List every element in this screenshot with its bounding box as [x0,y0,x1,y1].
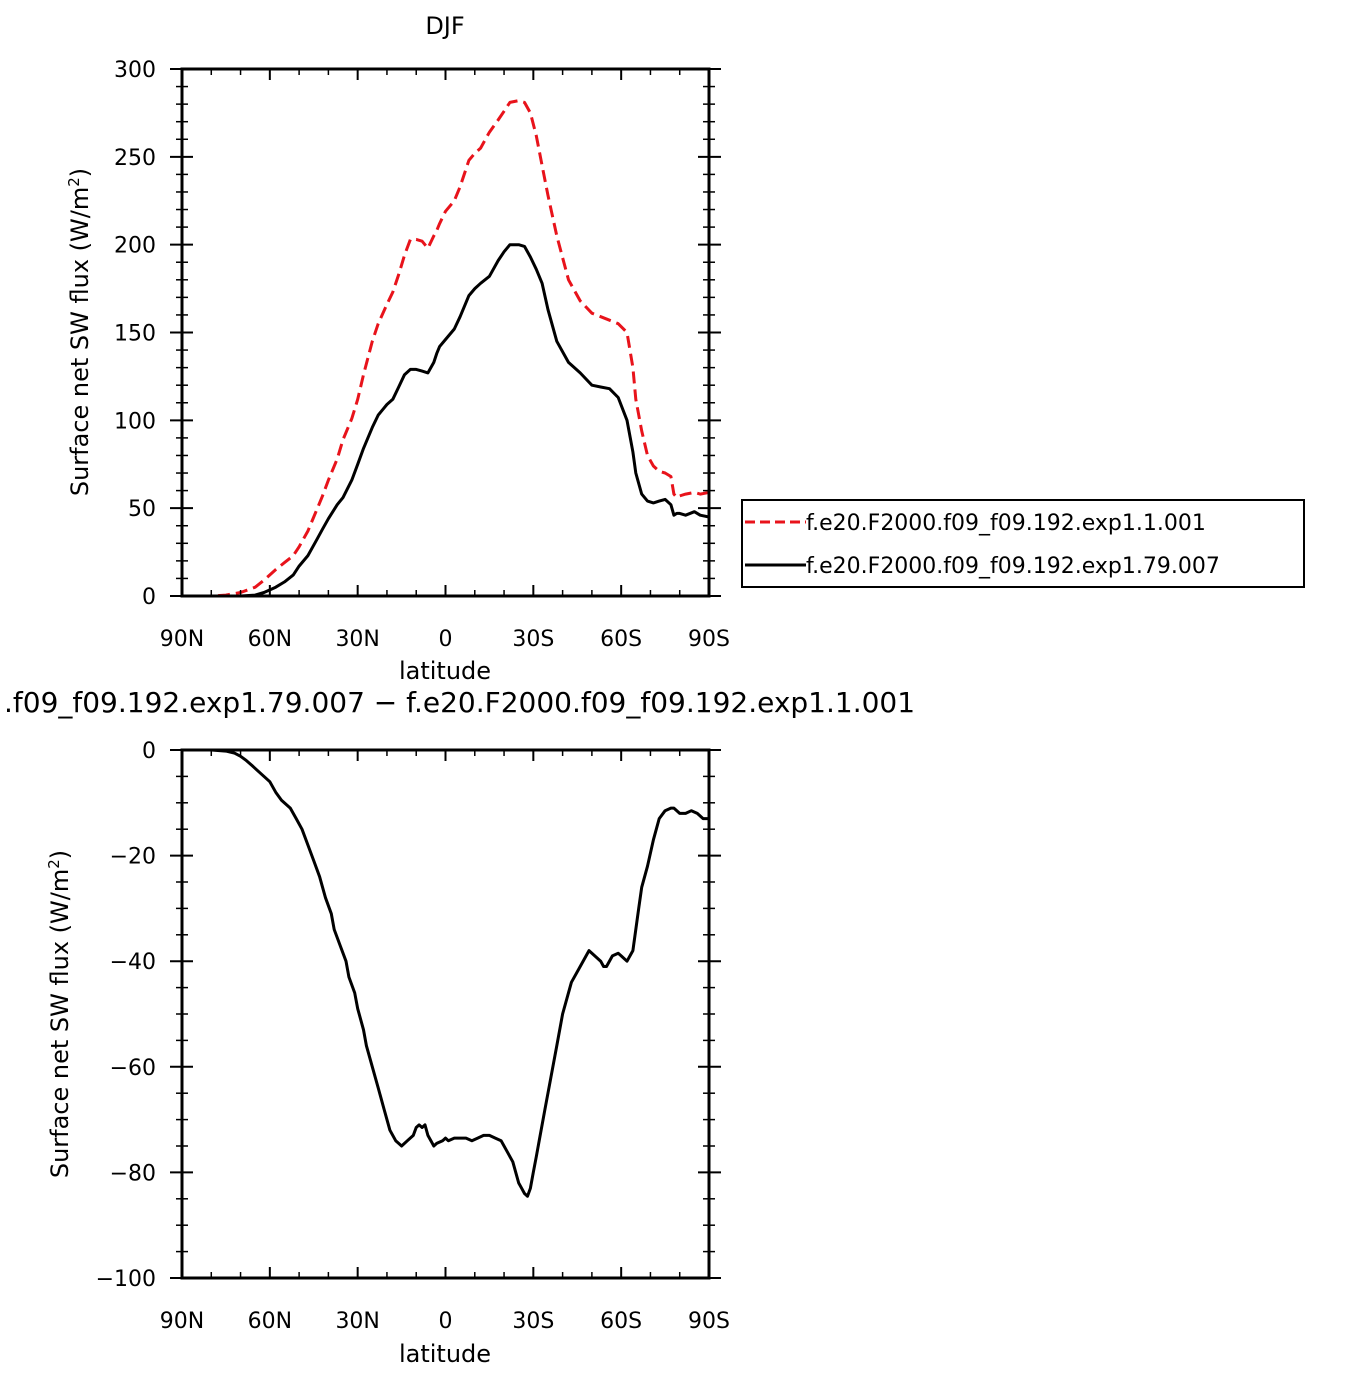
y-tick-label: 0 [142,585,156,610]
top-chart-ylabel-text: Surface net SW flux (W/m [66,187,94,496]
bottom-chart-ylabel-sup: 2 [45,859,63,869]
legend-box [741,499,1305,588]
bottom-chart-ylabel: Surface net SW flux (W/m2) [45,850,74,1178]
x-tick-label: 0 [439,627,453,652]
x-tick-label: 60S [600,627,642,652]
top-chart-ylabel-close: ) [66,168,94,177]
y-tick-label: 50 [128,497,156,522]
y-tick-label: 150 [114,322,156,347]
y-tick-label: 250 [114,146,156,171]
top-chart-series-group [182,99,710,598]
x-tick-label: 90N [160,627,204,652]
top-chart-xlabel: latitude [399,657,491,685]
legend-label-series-1: f.e20.F2000.f09_f09.192.exp1.1.001 [806,511,1206,536]
legend-label-series-2: f.e20.F2000.f09_f09.192.exp1.79.007 [806,554,1220,579]
top-chart-frame [180,67,711,598]
x-tick-label: 90S [688,627,730,652]
x-tick-label: 60N [248,1309,292,1334]
y-tick-label: 100 [114,409,156,434]
top-chart-ticks: 90N 60N 30N 0 30S 60S 90S 0 50 100 150 200 250 300 [114,58,730,652]
x-tick-label: 30N [335,627,379,652]
bottom-chart-ylabel-text: Surface net SW flux (W/m [46,869,74,1178]
bottom-chart-series-group [182,748,709,1198]
series-line-1 [182,99,710,598]
y-tick-label: 0 [142,739,156,764]
top-chart-ylabel-sup: 2 [65,177,83,187]
bottom-chart-xlabel: latitude [399,1340,491,1368]
x-tick-label: 90S [688,1309,730,1334]
bottom-chart: .f09_f09.192.exp1.79.007 − f.e20.F2000.f… [4,686,915,1368]
top-chart-ylabel: Surface net SW flux (W/m2) [65,168,94,496]
y-tick-label: −40 [110,950,156,975]
series-line-2 [182,243,710,598]
y-tick-label: 200 [114,234,156,259]
x-tick-label: 30S [512,627,554,652]
y-tick-label: 300 [114,58,156,83]
x-tick-label: 30N [335,1309,379,1334]
top-chart-title: DJF [425,12,464,40]
bottom-chart-title: .f09_f09.192.exp1.79.007 − f.e20.F2000.f… [4,686,915,719]
y-tick-label: −60 [110,1056,156,1081]
y-tick-label: −20 [110,845,156,870]
bottom-chart-frame [180,748,711,1280]
x-tick-label: 60N [248,627,292,652]
bottom-chart-ylabel-close: ) [46,850,74,859]
legend: f.e20.F2000.f09_f09.192.exp1.1.001 f.e20… [741,499,1305,588]
series-line-1 [182,748,709,1198]
x-tick-label: 90N [160,1309,204,1334]
bottom-chart-ticks: 90N 60N 30N 0 30S 60S 90S 0 −20 −40 −60 −80 −100 [96,739,730,1334]
x-tick-label: 0 [439,1309,453,1334]
y-tick-label: −80 [110,1161,156,1186]
x-tick-label: 30S [512,1309,554,1334]
top-chart: DJF 90N 60N 30N 0 30S 60S 90S 0 50 100 150 200 250 30… [65,12,730,685]
x-tick-label: 60S [600,1309,642,1334]
y-tick-label: −100 [96,1267,156,1292]
